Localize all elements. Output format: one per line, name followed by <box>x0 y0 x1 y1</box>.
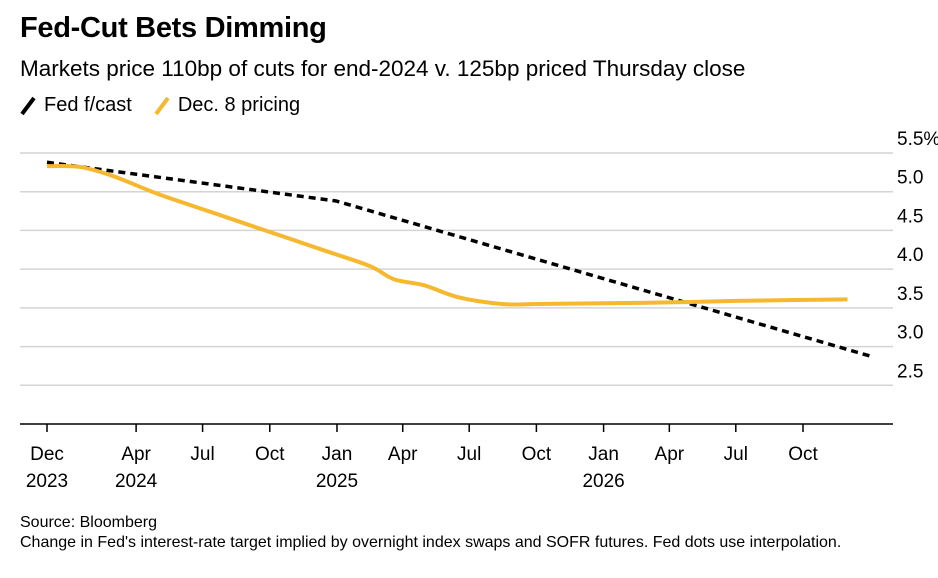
methodology-note: Change in Fed's interest-rate target imp… <box>20 534 842 551</box>
x-tick-label: Apr <box>121 444 151 465</box>
y-tick-label: 4.5 <box>897 206 923 227</box>
x-tick-label: Jul <box>724 444 748 465</box>
x-tick-label: Apr <box>655 444 685 465</box>
series-line-fed-forecast <box>46 160 870 358</box>
x-tick-label: Oct <box>788 444 818 465</box>
x-tick-label: Apr <box>388 444 418 465</box>
y-tick-label: 3.5 <box>897 284 923 305</box>
x-tick-label: Jan <box>588 444 619 465</box>
x-tick-label: Oct <box>522 444 552 465</box>
x-tick-label: Jan <box>322 444 353 465</box>
source-note: Source: Bloomberg <box>20 514 157 531</box>
x-tick-year-label: 2025 <box>316 471 358 492</box>
x-tick-year-label: 2024 <box>115 471 158 492</box>
legend-item-dec-8-pricing: Dec. 8 pricing <box>154 94 300 117</box>
x-tick-label: Dec <box>30 444 64 465</box>
y-tick-label: 2.5 <box>897 361 923 382</box>
chart-title: Fed-Cut Bets Dimming <box>20 12 327 44</box>
legend-label-fed-forecast: Fed f/cast <box>44 94 132 116</box>
x-tick-year-label: 2026 <box>582 471 624 492</box>
y-tick-label: 5.5% <box>897 129 938 150</box>
y-tick-label: 3.0 <box>897 323 923 344</box>
legend-item-fed-forecast: Fed f/cast <box>20 94 132 117</box>
legend: Fed f/cast Dec. 8 pricing <box>20 94 322 117</box>
x-tick-label: Jul <box>457 444 481 465</box>
x-tick-year-label: 2023 <box>26 471 68 492</box>
y-tick-label: 4.0 <box>897 245 923 266</box>
x-tick-label: Jul <box>190 444 214 465</box>
legend-label-dec-8-pricing: Dec. 8 pricing <box>177 94 301 116</box>
legend-swatch-solid <box>154 96 170 115</box>
chart-footer: Source: Bloomberg Change in Fed's intere… <box>20 513 920 553</box>
line-chart: 2.5 3.0 3.5 4.0 4.5 5.0 5.5% Dec 2023 Apr 2024 Jul O… <box>20 129 938 492</box>
y-tick-label: 5.0 <box>897 168 923 189</box>
series-line-dec-8-pricing <box>46 163 848 307</box>
legend-swatch-dashed <box>20 96 36 115</box>
x-tick-label: Oct <box>255 444 285 465</box>
chart-subtitle: Markets price 110bp of cuts for end-2024… <box>20 56 746 81</box>
